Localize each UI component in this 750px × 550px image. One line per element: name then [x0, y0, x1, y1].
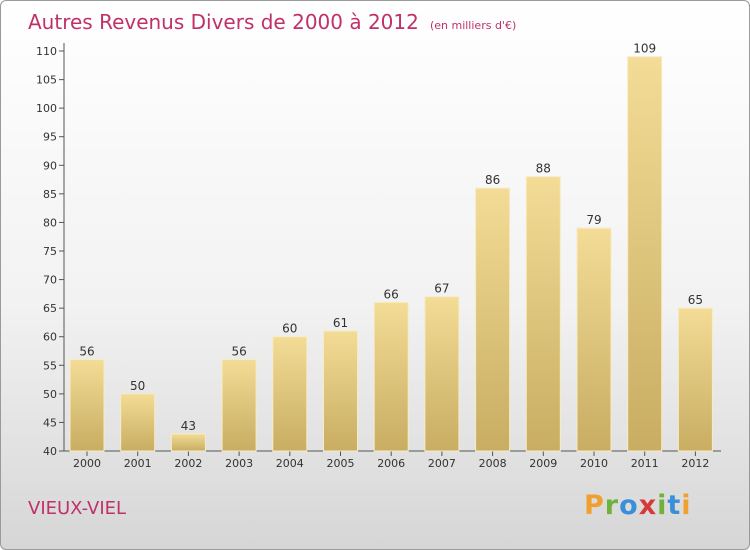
y-tick-label: 85	[43, 188, 57, 201]
bar-value-label: 109	[633, 42, 656, 56]
place-name: VIEUX-VIEL	[28, 498, 127, 519]
y-tick-label: 70	[43, 274, 57, 287]
x-tick-label: 2011	[631, 457, 659, 470]
bar	[576, 227, 612, 452]
bar-value-label: 66	[384, 287, 399, 301]
x-tick-label: 2000	[73, 457, 101, 470]
y-tick-label: 100	[36, 102, 57, 115]
y-tick-label: 105	[36, 74, 57, 87]
bar-value-label: 56	[231, 345, 246, 359]
logo-letter: i	[657, 490, 668, 521]
chart-title: Autres Revenus Divers de 2000 à 2012	[28, 10, 419, 34]
bar	[69, 359, 105, 452]
bar	[627, 56, 663, 452]
bar	[221, 359, 257, 452]
bar-value-label: 43	[181, 419, 196, 433]
x-tick-label: 2009	[529, 457, 557, 470]
bar	[323, 330, 358, 452]
bar	[525, 176, 561, 452]
bar-value-label: 61	[333, 316, 348, 330]
bar-value-label: 79	[586, 213, 601, 227]
x-tick-label: 2008	[479, 457, 507, 470]
bar-value-label: 56	[79, 345, 94, 359]
bar-value-label: 50	[130, 379, 145, 393]
bar	[475, 187, 511, 452]
y-tick-label: 90	[43, 159, 57, 172]
logo-letter: P	[584, 490, 605, 521]
logo-letter: x	[638, 490, 658, 521]
y-tick-label: 60	[43, 331, 57, 344]
y-tick-label: 45	[43, 416, 57, 429]
proxiti-logo: Proxiti	[584, 490, 692, 521]
y-tick-label: 75	[43, 245, 57, 258]
bar-value-label: 88	[536, 162, 551, 176]
y-tick-label: 95	[43, 131, 57, 144]
y-tick-label: 55	[43, 359, 57, 372]
bar	[373, 301, 409, 452]
y-tick-label: 50	[43, 388, 57, 401]
y-tick-label: 110	[36, 45, 57, 58]
logo-letter: t	[667, 490, 682, 521]
title-row: Autres Revenus Divers de 2000 à 2012 (en…	[28, 10, 516, 34]
logo-letter: r	[604, 490, 620, 521]
y-tick-label: 80	[43, 216, 57, 229]
bar-value-label: 60	[282, 322, 297, 336]
x-tick-label: 2002	[174, 457, 202, 470]
bar	[170, 433, 206, 452]
bar-value-label: 65	[688, 293, 703, 307]
bar-value-label: 86	[485, 173, 500, 187]
x-tick-label: 2006	[377, 457, 405, 470]
y-tick-label: 65	[43, 302, 57, 315]
x-tick-label: 2004	[276, 457, 304, 470]
x-tick-label: 2012	[681, 457, 709, 470]
bar	[120, 393, 156, 452]
logo-letter: i	[681, 490, 692, 521]
logo-letter: o	[619, 490, 639, 521]
x-tick-label: 2001	[124, 457, 152, 470]
bar-value-label: 67	[434, 282, 449, 296]
y-tick-label: 40	[43, 445, 57, 458]
bar	[272, 336, 308, 452]
x-tick-label: 2005	[327, 457, 355, 470]
bar	[677, 307, 713, 452]
chart-subtitle: (en milliers d'€)	[429, 19, 517, 32]
x-tick-label: 2010	[580, 457, 608, 470]
bar	[424, 296, 460, 452]
x-tick-label: 2003	[225, 457, 253, 470]
x-tick-label: 2007	[428, 457, 456, 470]
